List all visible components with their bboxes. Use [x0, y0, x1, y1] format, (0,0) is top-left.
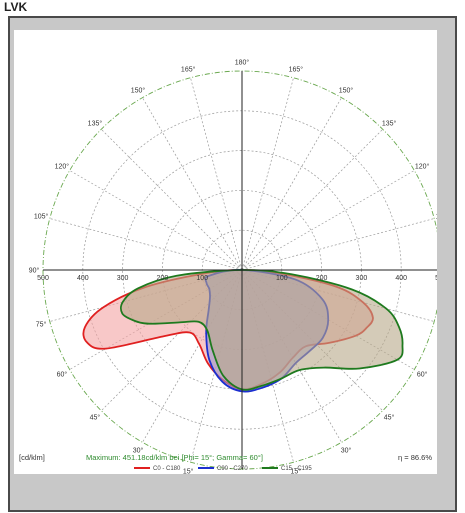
unit-label: [cd/klm]	[19, 453, 45, 462]
grid-spoke	[241, 129, 383, 271]
radial-tick-label: 500	[37, 275, 49, 282]
angle-label: 120°	[415, 163, 430, 171]
axis-layer	[43, 71, 437, 469]
angle-label: 135°	[382, 119, 397, 127]
maximum-text: Maximum: 451.18cd/klm bei [Phi= 15°; Gam…	[86, 453, 263, 462]
grid-spoke	[241, 97, 342, 271]
grid-spoke	[142, 97, 243, 271]
radial-tick-label: 500	[435, 275, 437, 282]
angle-label: 105°	[436, 213, 437, 221]
angle-label: 150°	[339, 86, 354, 94]
angle-label: 30°	[341, 447, 352, 455]
angle-label: 165°	[181, 66, 196, 74]
page-heading: LVK	[4, 0, 28, 14]
legend-label: C0 - C180	[153, 466, 181, 472]
series-layer	[82, 269, 404, 393]
polar-chart: 0°15°15°30°30°45°45°60°60°75°75°90°90°10…	[19, 59, 437, 475]
angle-label: 135°	[88, 119, 103, 127]
radial-tick-label: 300	[356, 275, 368, 282]
angle-label: 150°	[131, 86, 146, 94]
angle-label: 60°	[417, 371, 428, 379]
grid-spoke	[101, 129, 243, 271]
angle-label: 75°	[36, 320, 47, 328]
radial-tick-label: 100	[196, 275, 208, 282]
grid-spoke	[241, 170, 415, 271]
legend-label: C90 - C270	[217, 466, 248, 472]
grid-spoke	[190, 77, 243, 271]
angle-label: 15°	[183, 467, 194, 474]
angle-label: 120°	[55, 163, 70, 171]
grid-spoke	[49, 218, 243, 271]
angle-label: 165°	[289, 66, 304, 74]
grid-spoke	[241, 218, 435, 271]
angle-label: 90°	[29, 267, 40, 275]
radial-tick-label: 300	[117, 275, 129, 282]
angle-label: 180°	[235, 59, 250, 67]
legend-label: C15 - C195	[281, 466, 312, 472]
chart-panel: 0°15°15°30°30°45°45°60°60°75°75°90°90°10…	[14, 30, 437, 474]
legend: C0 - C180 C90 - C270 C15 - C195	[134, 466, 312, 472]
grid-spoke	[241, 77, 294, 271]
angle-label: 45°	[90, 414, 101, 422]
angle-label: 45°	[384, 414, 395, 422]
radial-tick-label: 100	[276, 275, 288, 282]
radial-tick-label: 200	[316, 275, 328, 282]
tick-labels: 0°15°15°30°30°45°45°60°60°75°75°90°90°10…	[29, 59, 437, 475]
angle-label: 30°	[133, 447, 144, 455]
angle-label: 15°	[291, 467, 302, 474]
angle-label: 105°	[34, 213, 49, 221]
radial-tick-label: 400	[395, 275, 407, 282]
efficiency-text: η = 86.6%	[398, 453, 432, 462]
grid-spoke	[69, 170, 243, 271]
angle-label: 60°	[57, 371, 68, 379]
radial-tick-label: 200	[157, 275, 169, 282]
radial-tick-label: 400	[77, 275, 89, 282]
